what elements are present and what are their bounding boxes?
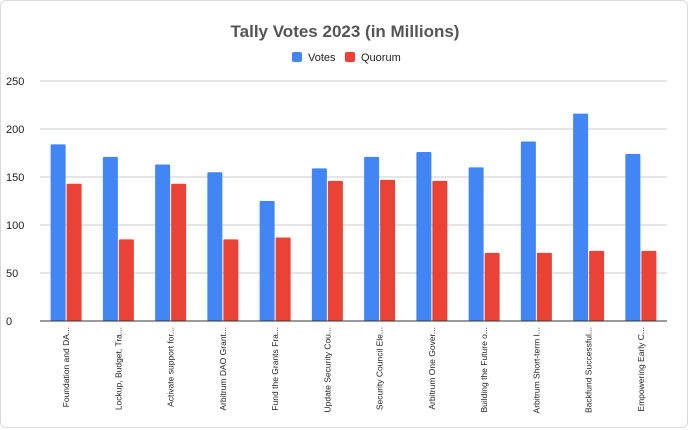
chart-title: Tally Votes 2023 (in Millions): [231, 22, 460, 41]
bar-votes-10: [573, 113, 589, 321]
bar-votes-1: [102, 156, 118, 321]
x-category-label: Arbitrum One Gover...: [427, 327, 437, 410]
bar-quorum-10: [589, 250, 605, 321]
x-category-label: Security Council Ele...: [375, 327, 385, 410]
bar-quorum-9: [536, 252, 552, 321]
bar-votes-4: [259, 201, 275, 321]
legend-swatch-quorum: [345, 52, 355, 62]
bar-quorum-1: [118, 239, 134, 321]
bar-quorum-8: [484, 252, 500, 321]
bar-votes-2: [155, 164, 171, 321]
x-category-label: Backfund Successful...: [584, 327, 594, 413]
bar-votes-7: [416, 152, 432, 321]
y-tick-label: 250: [6, 76, 24, 88]
gridlines: [40, 80, 667, 322]
x-category-label: Arbitrum DAO Grant...: [218, 327, 228, 411]
bar-votes-9: [520, 141, 536, 321]
bar-votes-5: [311, 168, 327, 321]
bar-quorum-3: [223, 239, 239, 321]
x-category-label: Lockup, Budget, Tra...: [113, 327, 123, 410]
bar-votes-6: [364, 156, 380, 321]
bar-quorum-4: [275, 237, 291, 321]
y-tick-label: 200: [6, 124, 24, 136]
x-category-label: Building the Future o...: [479, 327, 489, 413]
legend-item-votes: Votes: [292, 52, 336, 64]
bar-votes-3: [207, 172, 223, 321]
bar-quorum-7: [432, 180, 448, 321]
bar-votes-0: [50, 144, 66, 321]
x-category-label: Foundation and DA...: [61, 327, 71, 407]
bar-quorum-2: [171, 183, 187, 321]
bar-quorum-6: [380, 179, 396, 321]
x-axis-labels: Foundation and DA... Lockup, Budget, Tra.…: [61, 327, 646, 413]
y-tick-label: 0: [6, 316, 12, 328]
y-tick-label: 100: [6, 220, 24, 232]
bar-votes-8: [468, 167, 484, 321]
legend-item-quorum: Quorum: [345, 52, 401, 64]
bars: [40, 113, 667, 322]
bar-votes-11: [625, 153, 641, 321]
x-category-label: Update Security Cou...: [322, 327, 332, 413]
bar-quorum-5: [327, 180, 343, 321]
y-tick-label: 150: [6, 172, 24, 184]
legend-label-votes: Votes: [308, 52, 336, 64]
x-category-label: Empowering Early C...: [636, 327, 646, 412]
legend-label-quorum: Quorum: [361, 52, 401, 64]
bar-quorum-11: [641, 250, 657, 321]
y-tick-label: 50: [6, 268, 18, 280]
bar-quorum-0: [66, 183, 82, 321]
legend: Votes Quorum: [292, 52, 401, 64]
x-category-label: Fund the Grants Fra...: [270, 327, 280, 411]
y-axis-ticks: 0 50 100 150 200 250: [6, 76, 24, 328]
x-category-label: Activate support for...: [166, 327, 176, 407]
x-category-label: Arbitrum Short-term I...: [531, 327, 541, 413]
legend-swatch-votes: [292, 52, 302, 62]
